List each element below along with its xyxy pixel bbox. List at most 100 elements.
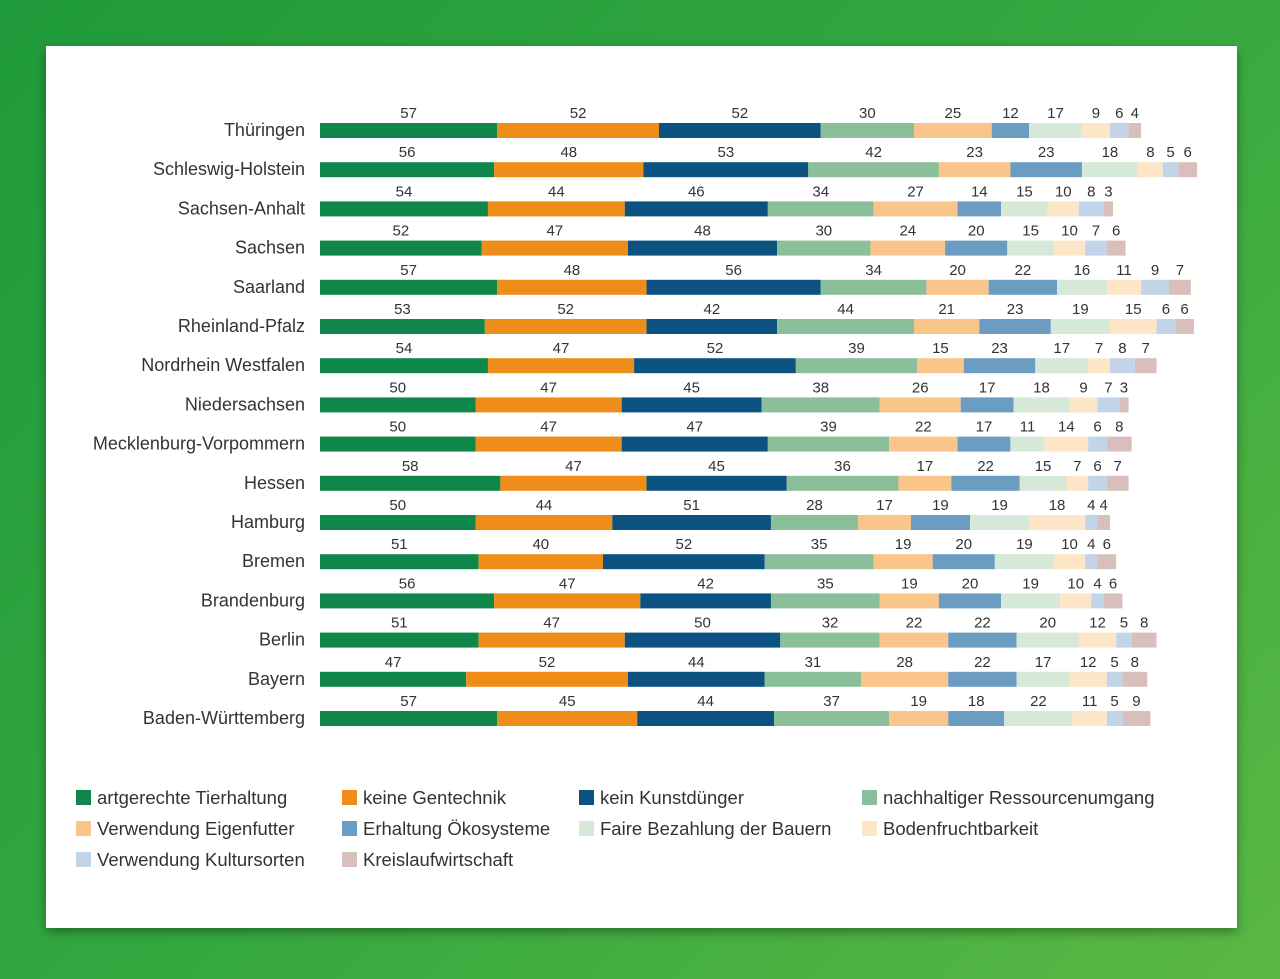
bar-row-hamburg: Hamburg 50 44 51 28 17 19 19 18 4 4 — [231, 497, 1110, 532]
data-label: 4 — [1087, 497, 1095, 514]
bar-segment-erhaltung-ökosysteme — [957, 201, 1002, 217]
bar-segment-bodenfruchtbarkeit — [1137, 162, 1163, 178]
data-label: 45 — [683, 379, 700, 396]
data-label: 42 — [697, 575, 714, 592]
data-label: 21 — [938, 301, 955, 318]
data-label: 6 — [1115, 105, 1123, 122]
legend-swatch — [862, 821, 877, 836]
data-label: 6 — [1180, 301, 1188, 318]
bar-segment-erhaltung-ökosysteme — [991, 123, 1030, 138]
bar-segment-bodenfruchtbarkeit — [1109, 319, 1157, 334]
bar-segment-verwendung-eigenfutter — [898, 475, 952, 491]
bar-segment-kreislaufwirtschaft — [1106, 436, 1132, 452]
bar-row-saarland: Saarland 57 48 56 34 20 22 16 11 9 7 — [233, 262, 1191, 297]
bar-segment-artgerechte-tierhaltung — [320, 279, 498, 295]
bar-segment-verwendung-eigenfutter — [879, 593, 939, 609]
bar-segment-faire-bezahlung-der-bauern — [1007, 240, 1054, 256]
data-label: 12 — [1002, 105, 1019, 122]
bar-segment-bodenfruchtbarkeit — [1060, 593, 1092, 609]
data-label: 22 — [1015, 262, 1032, 279]
bar-segment-faire-bezahlung-der-bauern — [1004, 711, 1073, 726]
data-label: 53 — [718, 144, 735, 161]
data-label: 57 — [400, 105, 417, 122]
category-label: Bayern — [248, 669, 305, 689]
legend: artgerechte Tierhaltung keine Gentechnik k… — [76, 787, 1155, 870]
bar-segment-verwendung-eigenfutter — [879, 397, 961, 413]
data-label: 35 — [817, 575, 834, 592]
data-label: 54 — [396, 183, 413, 200]
bar-segment-kreislaufwirtschaft — [1178, 162, 1198, 178]
bar-segment-faire-bezahlung-der-bauern — [1001, 593, 1061, 609]
data-label: 58 — [402, 458, 419, 475]
data-label: 4 — [1093, 575, 1101, 592]
data-label: 4 — [1131, 105, 1139, 122]
bar-segment-bodenfruchtbarkeit — [1047, 201, 1079, 217]
bar-row-bayern: Bayern 47 52 44 31 28 22 17 12 5 8 — [248, 654, 1148, 689]
bar-segment-verwendung-eigenfutter — [914, 319, 980, 334]
bar-segment-keine-gentechnik — [484, 319, 647, 334]
data-label: 37 — [823, 693, 840, 710]
data-label: 7 — [1114, 458, 1122, 475]
bar-row-brandenburg: Brandenburg 56 47 42 35 19 20 19 10 4 6 — [201, 575, 1123, 610]
bar-segment-artgerechte-tierhaltung — [320, 632, 479, 648]
legend-label: Faire Bezahlung der Bauern — [600, 818, 831, 839]
data-label: 25 — [945, 105, 962, 122]
data-label: 19 — [991, 497, 1008, 514]
bar-segment-keine-gentechnik — [478, 554, 604, 570]
data-label: 17 — [1047, 105, 1064, 122]
data-label: 6 — [1109, 575, 1117, 592]
data-label: 9 — [1079, 379, 1087, 396]
bar-segment-keine-gentechnik — [494, 593, 641, 609]
data-label: 23 — [991, 340, 1008, 357]
data-label: 48 — [564, 262, 581, 279]
data-label: 44 — [536, 497, 553, 514]
bar-segment-verwendung-kultursorten — [1078, 201, 1104, 217]
data-label: 6 — [1184, 144, 1192, 161]
legend-item-verwendung-kultursorten: Verwendung Kultursorten — [76, 849, 305, 870]
data-label: 40 — [532, 536, 549, 553]
data-label: 52 — [557, 301, 574, 318]
bar-row-baden-württemberg: Baden-Württemberg 57 45 44 37 19 18 22 11 5 9 — [143, 693, 1151, 728]
data-label: 23 — [1007, 301, 1024, 318]
data-label: 50 — [389, 497, 406, 514]
bar-segment-verwendung-kultursorten — [1088, 475, 1107, 491]
data-label: 6 — [1093, 419, 1101, 436]
bar-segment-keine-gentechnik — [500, 475, 647, 491]
data-label: 39 — [848, 340, 865, 357]
data-label: 19 — [895, 536, 912, 553]
data-label: 50 — [694, 615, 711, 632]
bar-row-thüringen: Thüringen 57 52 52 30 25 12 17 9 6 4 — [224, 105, 1142, 140]
data-label: 52 — [676, 536, 693, 553]
legend-item-verwendung-eigenfutter: Verwendung Eigenfutter — [76, 818, 294, 839]
data-label: 9 — [1151, 262, 1159, 279]
legend-swatch — [76, 790, 91, 805]
bar-segment-kein-kunstdünger — [643, 162, 809, 178]
data-label: 17 — [917, 458, 934, 475]
data-label: 6 — [1112, 223, 1120, 240]
data-label: 8 — [1140, 615, 1148, 632]
data-label: 17 — [979, 379, 996, 396]
bar-segment-verwendung-kultursorten — [1106, 671, 1123, 687]
legend-label: Verwendung Eigenfutter — [97, 818, 294, 839]
bar-segment-kein-kunstdünger — [646, 279, 821, 295]
bar-segment-kein-kunstdünger — [646, 319, 778, 334]
bar-segment-faire-bezahlung-der-bauern — [969, 515, 1030, 530]
data-label: 6 — [1103, 536, 1111, 553]
bar-row-berlin: Berlin 51 47 50 32 22 22 20 12 5 8 — [259, 615, 1157, 650]
legend-swatch — [579, 821, 594, 836]
data-label: 14 — [1058, 419, 1075, 436]
bar-row-bremen: Bremen 51 40 52 35 19 20 19 10 4 6 — [242, 536, 1117, 571]
data-label: 42 — [865, 144, 882, 161]
data-label: 48 — [694, 223, 711, 240]
bar-segment-kein-kunstdünger — [637, 711, 775, 726]
bar-segment-keine-gentechnik — [475, 397, 622, 413]
data-label: 42 — [704, 301, 721, 318]
bar-segment-verwendung-eigenfutter — [926, 279, 989, 295]
bar-segment-bodenfruchtbarkeit — [1029, 515, 1086, 530]
legend-swatch — [342, 821, 357, 836]
category-label: Bremen — [242, 551, 305, 571]
data-label: 31 — [805, 654, 822, 671]
legend-item-nachhaltiger-ressourcenumgang: nachhaltiger Ressourcenumgang — [862, 787, 1155, 808]
data-label: 20 — [1039, 615, 1056, 632]
legend-swatch — [342, 790, 357, 805]
